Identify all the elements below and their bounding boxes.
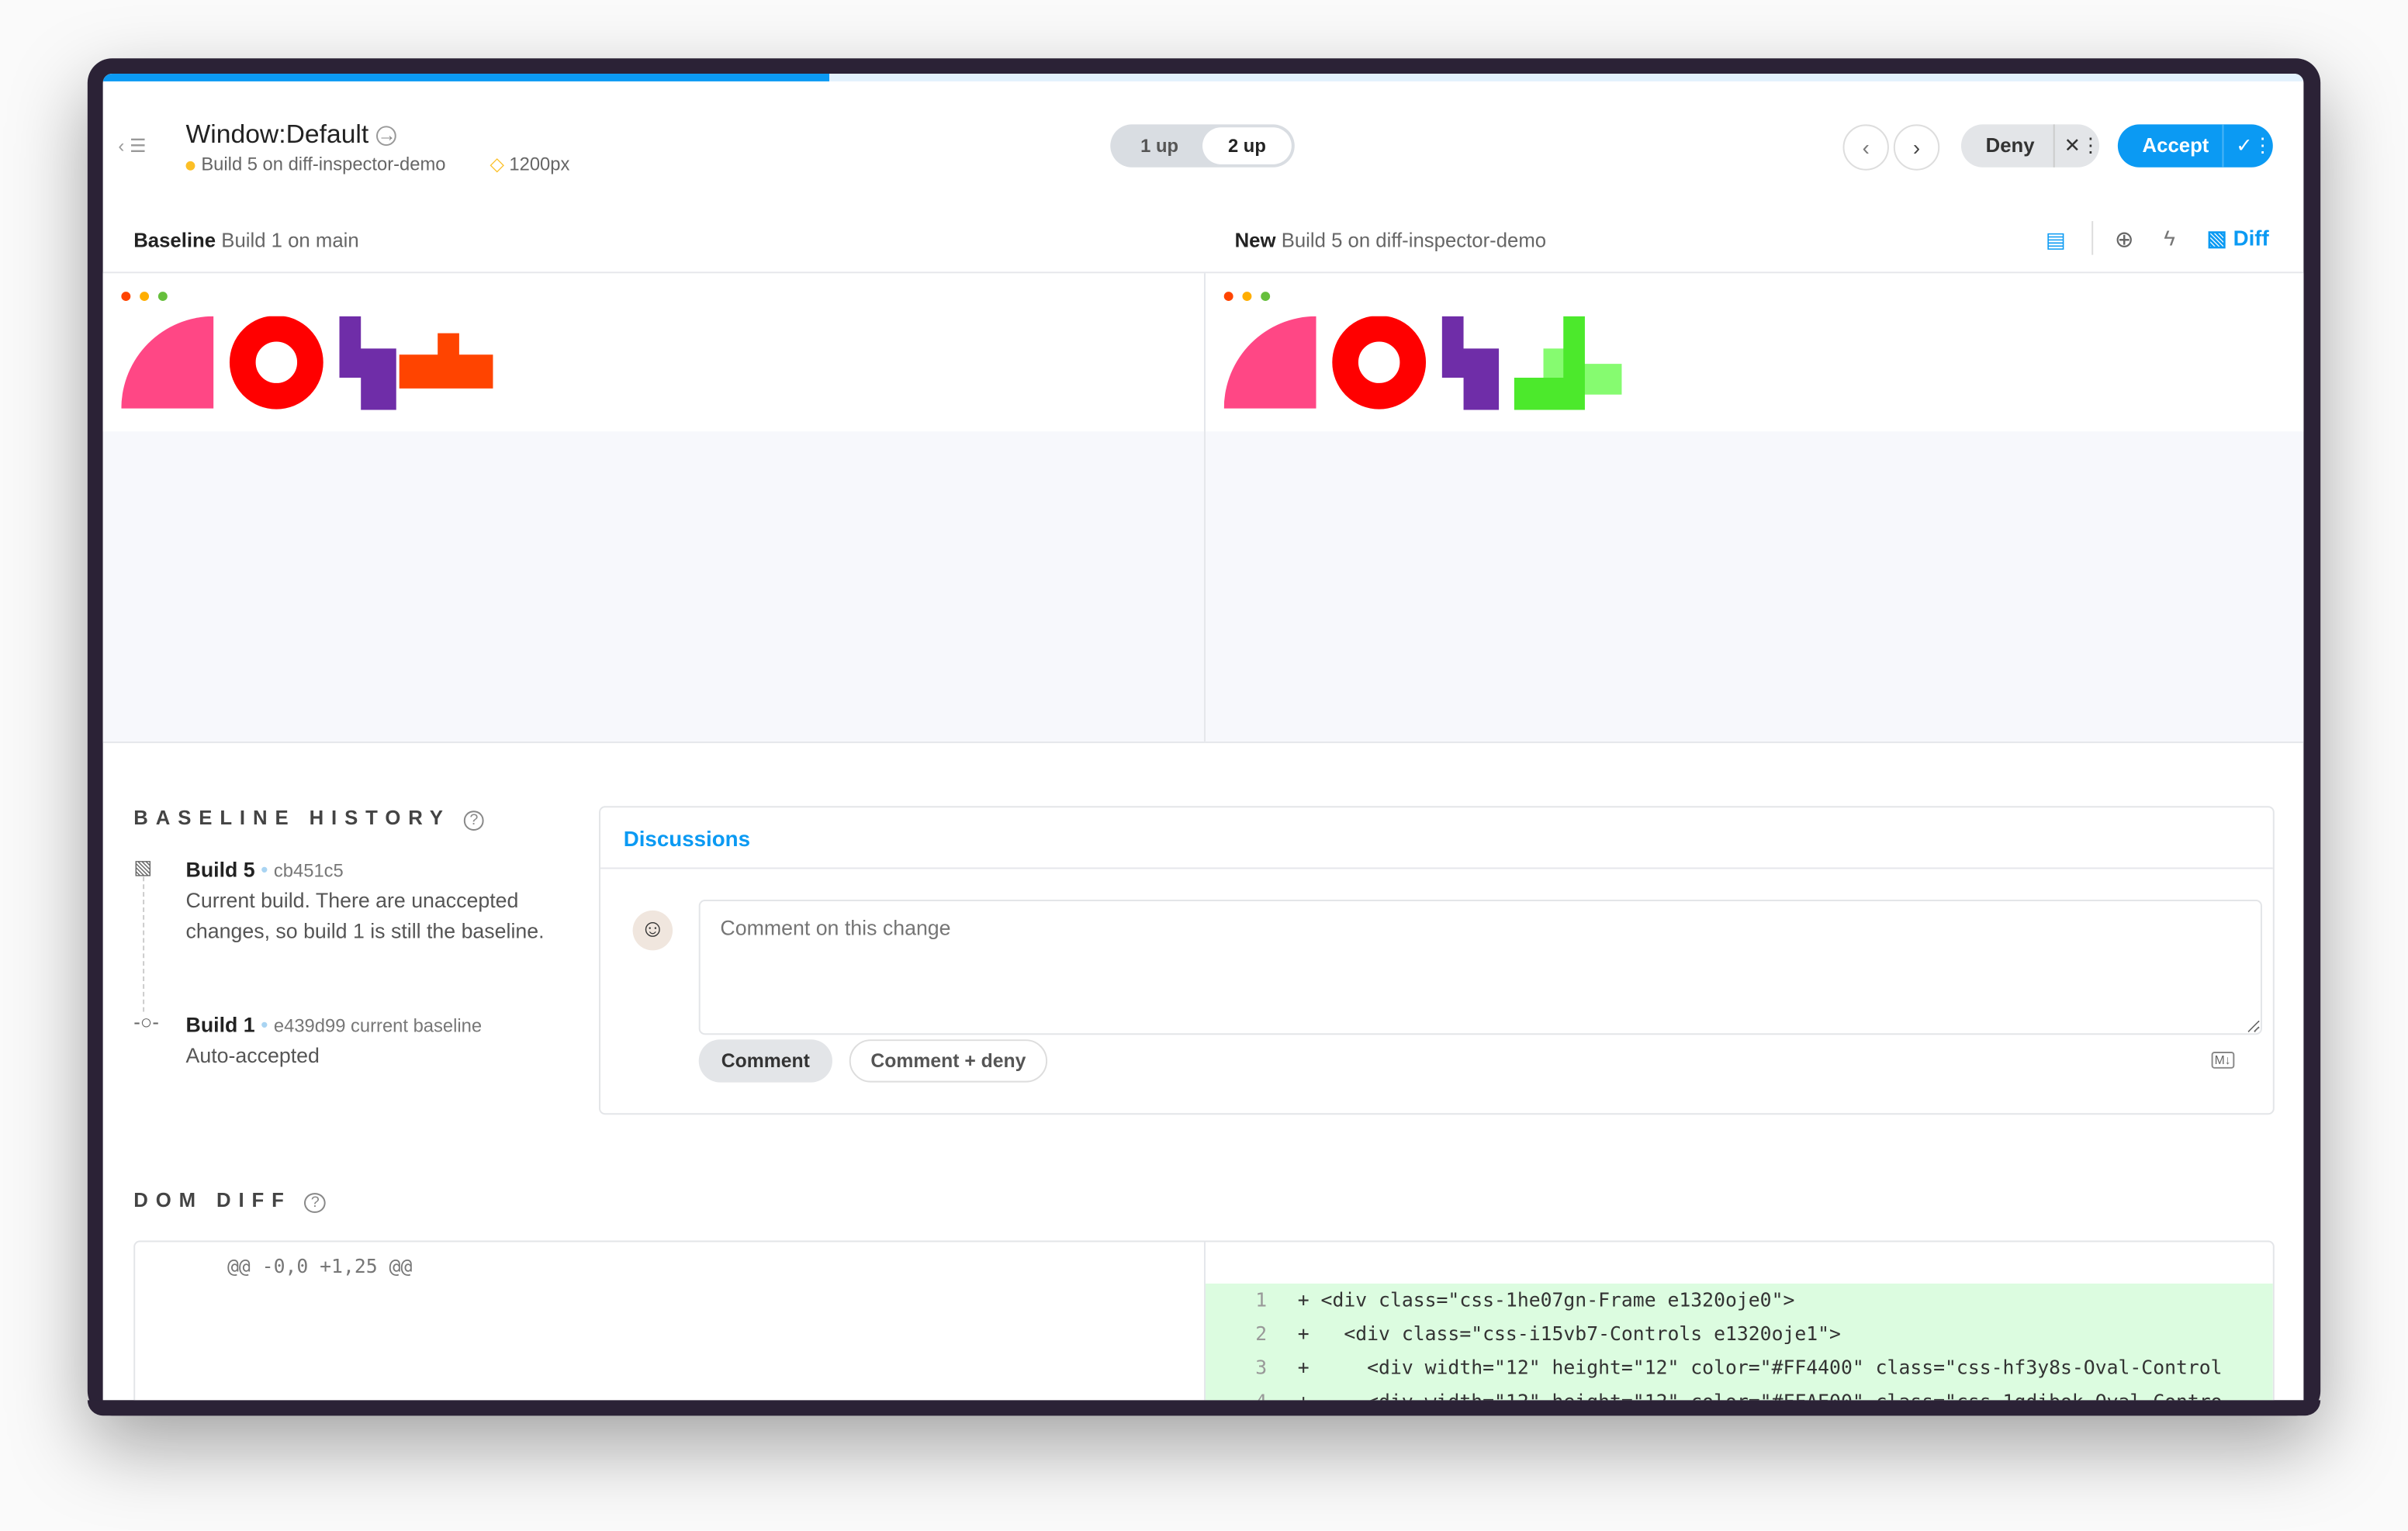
commit-icon: -○- (133, 1010, 159, 1034)
toggle-1up[interactable]: 1 up (1140, 135, 1179, 157)
baseline-heading: Baseline (133, 228, 216, 252)
user-avatar: ☺ (632, 910, 673, 951)
separator-dot: • (261, 858, 268, 882)
diff-line: 2 + <div class="css-i15vb7-Controls e1320… (1206, 1317, 2273, 1351)
divider (102, 271, 2304, 274)
commit-hash[interactable]: e439d99 (273, 1014, 346, 1037)
line-number: 2 (1255, 1322, 1268, 1346)
toggle-2up[interactable]: 2 up (1202, 127, 1292, 164)
baseline-label: Baseline Build 1 on main (133, 229, 358, 252)
traffic-light-red (1223, 292, 1233, 302)
diff-added-lines: 1 + <div class="css-1he07gn-Frame e1320oj… (1205, 1283, 2273, 1401)
line-text: + <div width="12" height="12" color="#FF… (1297, 1355, 2223, 1379)
markdown-icon[interactable]: M↓ (2211, 1052, 2234, 1069)
page-title: Window:Default → (185, 119, 396, 150)
build-label: Build 5 on diff-inspector-demo (201, 153, 446, 175)
discussions-tab[interactable]: Discussions (623, 826, 751, 851)
viewport-label: 1200px (509, 153, 570, 175)
build-name[interactable]: Build 1 (185, 1013, 255, 1037)
open-arrow-icon[interactable]: → (375, 124, 396, 147)
review-progress-bar (102, 74, 2304, 81)
shapes-graphic (1223, 316, 1622, 410)
comments-icon[interactable]: ▤ (2045, 226, 2067, 252)
snapshot-canvas (102, 273, 1205, 432)
accept-button[interactable]: Accept (2142, 133, 2209, 157)
line-text: + <div class="css-1he07gn-Frame e1320oje… (1297, 1287, 1795, 1312)
divider (1204, 273, 1206, 742)
help-icon[interactable]: ? (463, 810, 485, 831)
crosshair-icon[interactable]: ⊕ (2114, 226, 2134, 254)
deny-button-group: Deny ✕⋮ (1960, 124, 2101, 168)
dom-diff-panel: @@ -0,0 +1,25 @@ 1 + <div class="css-1he0… (133, 1240, 2275, 1401)
traffic-light-yellow (1242, 292, 1252, 302)
accept-menu-icon[interactable]: ✓⋮ (2222, 124, 2273, 168)
line-text: + <div class="css-i15vb7-Controls e1320o… (1297, 1322, 1841, 1346)
new-snapshot[interactable] (1205, 273, 2304, 742)
shapes-graphic (121, 316, 493, 410)
device-frame-bottom (87, 1400, 2321, 1416)
new-value: Build 5 on diff-inspector-demo (1281, 228, 1547, 252)
status-dot (185, 161, 195, 171)
deny-menu-icon[interactable]: ✕⋮ (2053, 124, 2101, 168)
history-item: Build 5 • cb451c5 Current build. There a… (186, 855, 555, 948)
new-label: New Build 5 on diff-inspector-demo (1235, 229, 1547, 252)
diff-label: Diff (2233, 226, 2269, 251)
new-heading: New (1234, 228, 1276, 252)
baseline-tag: current baseline (351, 1014, 483, 1037)
discussions-panel: Discussions ☺ Comment Comment + deny M↓ (599, 806, 2275, 1115)
sidebar-toggle-icon[interactable]: ‹ ☰ (118, 135, 147, 157)
current-build-icon: ▧ (133, 855, 153, 879)
divider (102, 741, 2304, 744)
accept-button-group: Accept ✓⋮ (2117, 124, 2273, 168)
viewport-info: ◇ 1200px (490, 154, 569, 175)
diff-line: 3 + <div width="12" height="12" color="#F… (1206, 1351, 2273, 1385)
story-name: Default (285, 119, 369, 150)
next-button[interactable]: › (1893, 124, 1940, 171)
build-info: Build 5 on diff-inspector-demo (185, 153, 446, 175)
diff-hunk-header: @@ -0,0 +1,25 @@ (227, 1254, 413, 1278)
previous-button[interactable]: ‹ (1842, 124, 1889, 171)
diff-toggle[interactable]: ▧ Diff (2207, 226, 2269, 252)
history-item: Build 1 • e439d99 current baseline Auto-… (186, 1011, 586, 1072)
divider (2091, 221, 2094, 255)
comment-button[interactable]: Comment (698, 1039, 832, 1083)
build-name[interactable]: Build 5 (185, 858, 255, 882)
snapshot-canvas (1205, 273, 2304, 432)
traffic-light-green (157, 292, 168, 302)
divider (1204, 1242, 1206, 1401)
dom-diff-title: DOM DIFF ? (133, 1188, 326, 1213)
flash-off-icon[interactable]: ϟ (2164, 226, 2175, 251)
section-title: DOM DIFF (133, 1188, 292, 1211)
app-window: ‹ ☰ Window:Default → Build 5 on diff-ins… (102, 74, 2304, 1401)
component-name: Window (185, 119, 279, 150)
progress-fill (102, 74, 829, 81)
diff-icon: ▧ (2206, 226, 2227, 251)
commit-hash[interactable]: cb451c5 (273, 859, 344, 882)
line-number: 1 (1255, 1287, 1268, 1312)
line-text: + <div width="12" height="12" color="#FF… (1298, 1385, 2223, 1401)
view-toggle: 1 up 2 up (1110, 124, 1295, 168)
separator-dot: • (261, 1013, 268, 1037)
build-description: Current build. There are unaccepted chan… (185, 889, 545, 943)
traffic-light-yellow (140, 292, 150, 302)
comment-deny-button[interactable]: Comment + deny (849, 1039, 1048, 1083)
line-number: 4 (1206, 1385, 1267, 1401)
baseline-value: Build 1 on main (221, 228, 359, 252)
deny-button[interactable]: Deny (1985, 133, 2035, 157)
diff-line: 1 + <div class="css-1he07gn-Frame e1320oj… (1206, 1284, 2273, 1318)
build-description: Auto-accepted (185, 1044, 320, 1067)
comment-input[interactable] (698, 900, 2262, 1035)
viewport-diamond-icon: ◇ (490, 153, 504, 175)
diff-line: 4 + <div width="12" height="12" color="#F… (1206, 1385, 2273, 1401)
baseline-history-title: BASELINE HISTORY ? (133, 806, 485, 831)
line-number: 3 (1255, 1355, 1268, 1379)
baseline-snapshot[interactable] (102, 273, 1205, 742)
timeline-line (143, 876, 145, 1012)
section-title: BASELINE HISTORY (133, 806, 451, 829)
traffic-light-red (121, 292, 131, 302)
traffic-light-green (1261, 292, 1271, 302)
divider (600, 867, 2273, 869)
help-icon[interactable]: ? (304, 1193, 326, 1213)
